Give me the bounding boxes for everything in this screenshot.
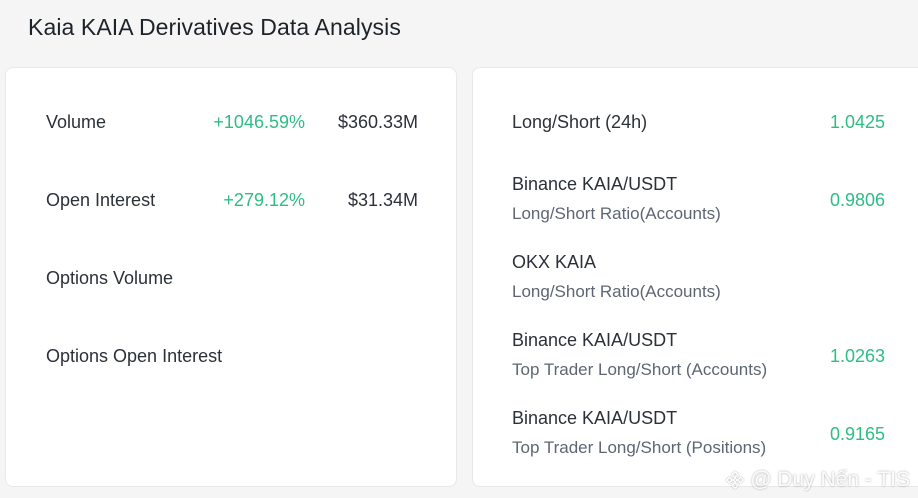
binance-accounts-value: 0.9806 (829, 190, 885, 210)
binance-top-trader-accounts-row: Binance KAIA/USDT Top Trader Long/Short … (473, 330, 918, 390)
binance-top-trader-accounts-desc: Top Trader Long/Short (Accounts) (512, 360, 768, 379)
binance-top-trader-positions-row: Binance KAIA/USDT Top Trader Long/Short … (473, 408, 918, 468)
volume-value: $360.33M (337, 112, 418, 132)
options-volume-label: Options Volume (46, 268, 174, 288)
long-short-24h-label: Long/Short (24h) (512, 112, 648, 132)
binance-top-trader-accounts-pair: Binance KAIA/USDT (512, 330, 678, 350)
okx-accounts-pair: OKX KAIA (512, 252, 597, 272)
options-open-interest-label: Options Open Interest (46, 346, 223, 366)
binance-top-trader-positions-desc: Top Trader Long/Short (Positions) (512, 438, 767, 457)
long-short-24h-value: 1.0425 (829, 112, 885, 132)
watermark-text: @ Duy Nến - TIS (750, 468, 910, 491)
watermark: @ Duy Nến - TIS (724, 468, 910, 492)
long-short-24h-row: Long/Short (24h) 1.0425 (473, 112, 918, 142)
long-short-card: Long/Short (24h) 1.0425 Binance KAIA/USD… (472, 67, 918, 487)
binance-accounts-pair: Binance KAIA/USDT (512, 174, 678, 194)
okx-accounts-ratio-row: OKX KAIA Long/Short Ratio(Accounts) (473, 252, 918, 312)
open-interest-row: Open Interest +279.12% $31.34M (6, 186, 458, 216)
volume-label: Volume (46, 112, 107, 132)
binance-logo-icon (725, 470, 745, 490)
open-interest-change: +279.12% (223, 190, 305, 210)
binance-accounts-desc: Long/Short Ratio(Accounts) (512, 204, 721, 223)
binance-top-trader-accounts-value: 1.0263 (829, 346, 885, 366)
okx-accounts-desc: Long/Short Ratio(Accounts) (512, 282, 721, 301)
binance-top-trader-positions-pair: Binance KAIA/USDT (512, 408, 678, 428)
volume-row: Volume +1046.59% $360.33M (6, 108, 458, 138)
options-open-interest-row: Options Open Interest (6, 342, 458, 372)
options-volume-row: Options Volume (6, 264, 458, 294)
page-title: Kaia KAIA Derivatives Data Analysis (28, 14, 401, 40)
volume-oi-card: Volume +1046.59% $360.33M Open Interest … (5, 67, 457, 487)
open-interest-label: Open Interest (46, 190, 156, 210)
binance-accounts-ratio-row: Binance KAIA/USDT Long/Short Ratio(Accou… (473, 174, 918, 234)
open-interest-value: $31.34M (347, 190, 418, 210)
volume-change: +1046.59% (213, 112, 305, 132)
binance-top-trader-positions-value: 0.9165 (829, 424, 885, 444)
